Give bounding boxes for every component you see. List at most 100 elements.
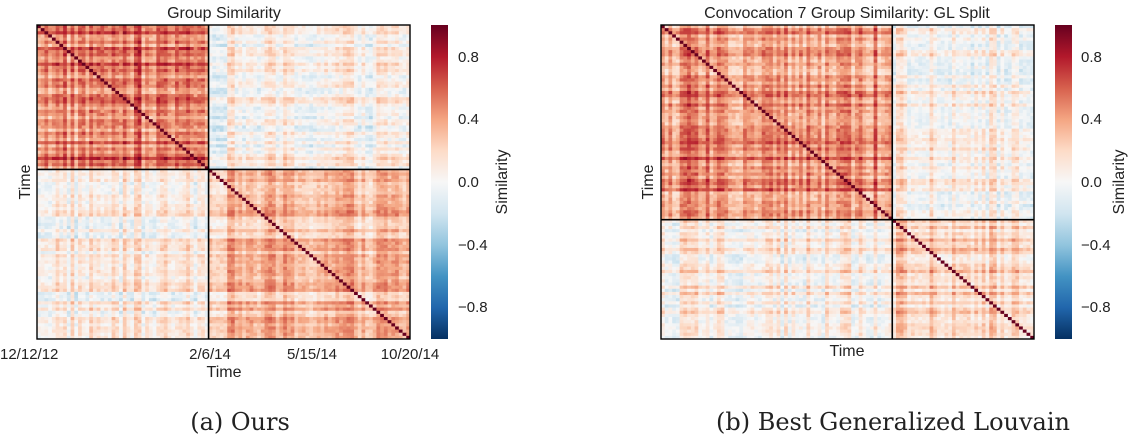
heatmap-cell [208, 31, 213, 35]
heatmap-cell [212, 97, 217, 101]
heatmap-cell [171, 153, 176, 158]
heatmap-cell [253, 37, 258, 42]
heatmap-cell [156, 100, 161, 104]
heatmap-cell [383, 62, 389, 67]
heatmap-cell [331, 131, 336, 136]
heatmap-cell [59, 144, 64, 148]
heatmap-cell [368, 34, 374, 38]
heatmap-cell [152, 94, 157, 98]
heatmap-cell [309, 175, 314, 180]
heatmap-cell [178, 172, 183, 177]
heatmap-cell [271, 31, 277, 35]
heatmap-cell [398, 81, 403, 86]
heatmap-cell [145, 94, 150, 98]
heatmap-cell [115, 172, 120, 177]
heatmap-cell [342, 62, 347, 67]
heatmap-cell [264, 153, 269, 158]
heatmap-cell [286, 31, 292, 35]
heatmap-cell [260, 147, 265, 151]
heatmap-cell [178, 100, 183, 104]
heatmap-cell [313, 90, 318, 95]
heatmap-cell [301, 75, 306, 79]
heatmap-cell [175, 125, 180, 130]
heatmap-cell [141, 150, 146, 155]
heatmap-cell [70, 65, 75, 70]
heatmap-cell [85, 106, 90, 111]
heatmap-cell [208, 116, 213, 120]
heatmap-cell [152, 103, 157, 108]
heatmap-cell [335, 125, 340, 130]
heatmap-cell [74, 112, 79, 117]
heatmap-cell [406, 65, 411, 70]
heatmap-cell [156, 147, 161, 151]
heatmap-cell [383, 81, 389, 86]
heatmap-cell [242, 134, 247, 139]
heatmap-cell [148, 138, 154, 142]
heatmap-cell [219, 169, 224, 173]
heatmap-cell [346, 112, 351, 117]
heatmap-cell [137, 62, 142, 67]
heatmap-cell [107, 103, 112, 108]
heatmap-cell [290, 128, 295, 133]
heatmap-cell [309, 50, 314, 54]
heatmap-cell [245, 106, 251, 111]
heatmap-cell [92, 141, 98, 145]
heatmap-cell [141, 138, 146, 142]
heatmap-cell [339, 153, 344, 158]
heatmap-cell [380, 78, 385, 82]
heatmap-cell [122, 141, 127, 145]
heatmap-cell [380, 112, 385, 117]
heatmap-cell [286, 119, 292, 123]
heatmap-cell [395, 112, 400, 117]
heatmap-cell [115, 144, 120, 148]
heatmap-cell [391, 163, 396, 167]
heatmap-cell [331, 144, 336, 148]
heatmap-cell [316, 72, 321, 76]
heatmap-cell [257, 138, 262, 142]
heatmap-cell [279, 59, 284, 64]
heatmap-cell [298, 46, 303, 51]
heatmap-cell [268, 40, 273, 45]
heatmap-cell [96, 84, 101, 89]
heatmap-cell [383, 138, 389, 142]
heatmap-cell [361, 134, 366, 139]
heatmap-cell [163, 169, 168, 173]
heatmap-cell [234, 84, 239, 89]
heatmap-cell [257, 37, 262, 42]
heatmap-cell [368, 160, 374, 164]
heatmap-cell [380, 72, 385, 76]
heatmap-cell [275, 31, 280, 35]
heatmap-cell [260, 144, 265, 148]
heatmap-cell [59, 72, 64, 76]
heatmap-cell [309, 84, 314, 89]
heatmap-cell [242, 50, 247, 54]
heatmap-cell [219, 147, 224, 151]
heatmap-cell [40, 175, 45, 180]
heatmap-cell [89, 116, 94, 120]
heatmap-cell [301, 153, 306, 158]
heatmap-cell [238, 50, 243, 54]
heatmap-cell [96, 116, 101, 120]
heatmap-cell [130, 116, 135, 120]
heatmap-cell [354, 50, 359, 54]
heatmap-cell [208, 138, 213, 142]
heatmap-cell [257, 75, 262, 79]
heatmap-cell [223, 94, 228, 98]
heatmap-cell [44, 65, 49, 70]
heatmap-cell [368, 178, 374, 183]
heatmap-cell [227, 100, 232, 104]
heatmap-cell [271, 50, 277, 54]
heatmap-cell [301, 166, 306, 170]
heatmap-cell [74, 138, 79, 142]
heatmap-cell [257, 43, 262, 48]
heatmap-cell [44, 128, 49, 133]
heatmap-cell [100, 31, 105, 35]
heatmap-cell [81, 144, 86, 148]
heatmap-cell [331, 125, 336, 130]
heatmap-cell [275, 103, 280, 108]
heatmap-cell [245, 125, 251, 130]
heatmap-cell [137, 175, 142, 180]
heatmap-cell [219, 37, 224, 42]
heatmap-cell [391, 78, 396, 82]
heatmap-cell [44, 90, 49, 95]
